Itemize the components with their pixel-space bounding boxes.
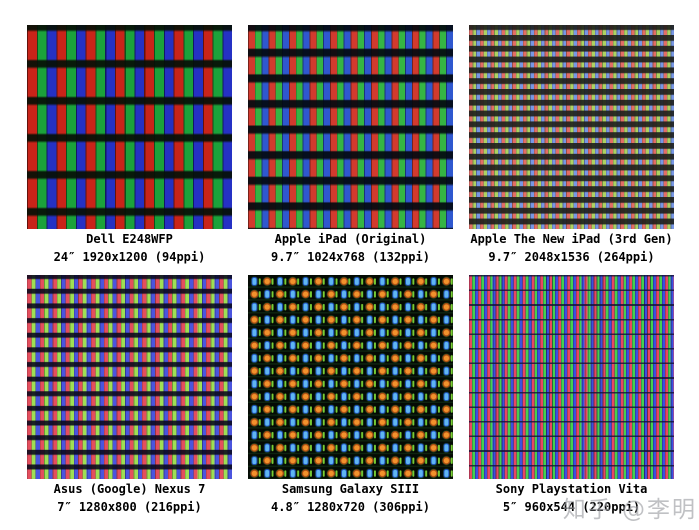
panel-specs: 4.8″ 1280x720 (306ppi) — [271, 500, 430, 514]
panel-title: Dell E248WFP — [86, 232, 173, 246]
panel-specs: 5″ 960x544 (220ppi) — [502, 500, 641, 514]
panel-specs: 9.7″ 1024x768 (132ppi) — [271, 250, 430, 264]
panel-specs: 24″ 1920x1200 (94ppi) — [53, 250, 206, 264]
panel-specs: 9.7″ 2048x1536 (264ppi) — [488, 250, 655, 264]
panel-galaxy-s3: Samsung Galaxy SIII 4.8″ 1280x720 (306pp… — [248, 275, 453, 515]
subpixel-macro-photo-dell — [27, 25, 232, 229]
panel-ps-vita: Sony Playstation Vita 5″ 960x544 (220ppi… — [469, 275, 674, 515]
pentile-pattern-graphic — [248, 275, 453, 479]
panel-title: Sony Playstation Vita — [495, 482, 648, 496]
panel-specs: 7″ 1280x800 (216ppi) — [57, 500, 202, 514]
subpixel-macro-photo-ps-vita — [469, 275, 674, 479]
pixel-density-comparison-figure: Dell E248WFP 24″ 1920x1200 (94ppi) Apple… — [27, 25, 674, 515]
panel-dell: Dell E248WFP 24″ 1920x1200 (94ppi) — [27, 25, 232, 265]
panel-title: Apple The New iPad (3rd Gen) — [470, 232, 673, 246]
panel-new-ipad: Apple The New iPad (3rd Gen) 9.7″ 2048x1… — [469, 25, 674, 265]
panel-ipad-original: Apple iPad (Original) 9.7″ 1024x768 (132… — [248, 25, 453, 265]
panel-title: Samsung Galaxy SIII — [281, 482, 420, 496]
panel-title: Asus (Google) Nexus 7 — [53, 482, 206, 496]
subpixel-macro-photo-nexus7 — [27, 275, 232, 479]
panel-nexus7: Asus (Google) Nexus 7 7″ 1280x800 (216pp… — [27, 275, 232, 515]
subpixel-macro-photo-new-ipad — [469, 25, 674, 229]
panel-title: Apple iPad (Original) — [274, 232, 427, 246]
subpixel-macro-photo-ipad-original — [248, 25, 453, 229]
subpixel-macro-photo-galaxy-s3 — [248, 275, 453, 479]
